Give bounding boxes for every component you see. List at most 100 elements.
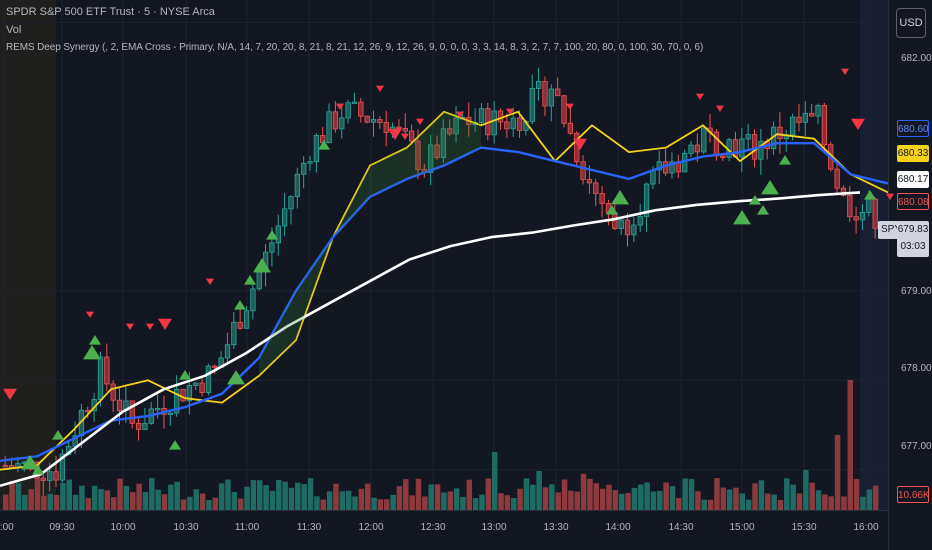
candle-body xyxy=(815,105,821,117)
candle-body xyxy=(586,179,593,184)
buy-signal-marker xyxy=(52,430,64,440)
candle-body xyxy=(402,128,408,132)
volume-bar xyxy=(523,478,530,510)
volume-bar xyxy=(606,484,612,510)
sell-signal-marker xyxy=(336,103,344,110)
x-tick-1200: 12:00 xyxy=(358,522,384,533)
buy-signal-marker xyxy=(266,230,278,240)
candle-body xyxy=(758,140,764,160)
volume-bar xyxy=(771,494,777,510)
candle-body xyxy=(250,288,256,312)
volume-bar xyxy=(85,498,92,510)
candle-body xyxy=(802,112,808,123)
sell-signal-marker xyxy=(401,133,409,140)
buy-signal-marker xyxy=(761,180,779,195)
candle-body xyxy=(72,435,78,447)
volume-bar xyxy=(663,482,669,510)
price-tag-red: 680.08 xyxy=(897,193,929,210)
candle-body xyxy=(669,161,675,174)
volume-bar xyxy=(460,496,466,510)
candle-body xyxy=(834,168,840,189)
volume-bar xyxy=(866,489,873,510)
volume-bar xyxy=(466,479,473,510)
volume-bar xyxy=(752,483,758,510)
candle-body xyxy=(243,310,250,329)
buy-signal-marker xyxy=(611,190,629,205)
candle-body xyxy=(212,365,218,368)
candle-body xyxy=(567,122,574,134)
candle-body xyxy=(377,119,383,123)
candle-body xyxy=(497,110,504,123)
candle-body xyxy=(205,365,212,394)
candle-body xyxy=(2,464,8,468)
candle-body xyxy=(643,183,650,217)
candle-body xyxy=(682,153,688,173)
volume-bar xyxy=(9,480,15,510)
volume-bar xyxy=(326,491,333,510)
candle-body xyxy=(237,321,243,329)
candle-body xyxy=(110,383,116,401)
volume-bar xyxy=(809,482,815,510)
volume-bar xyxy=(745,499,752,510)
volume-bar xyxy=(733,487,739,510)
candle-body xyxy=(59,453,66,481)
candle-body xyxy=(345,102,351,119)
volume-bar xyxy=(650,491,657,510)
candle-body xyxy=(478,108,485,123)
x-tick-1230: 12:30 xyxy=(420,522,446,533)
y-tick-678: 678.00 xyxy=(901,363,932,374)
candle-body xyxy=(135,422,142,430)
price-tag-yellow: 680.33 xyxy=(897,145,929,162)
volume-bar xyxy=(218,483,225,510)
volume-bar xyxy=(536,471,542,510)
volume-indicator-label[interactable]: Vol xyxy=(6,24,22,36)
price-tag-last: 680.17 xyxy=(897,171,929,188)
volume-bar xyxy=(34,478,41,510)
candle-body xyxy=(618,219,624,229)
volume-bar xyxy=(377,499,384,510)
volume-bar xyxy=(212,497,219,510)
volume-bar xyxy=(853,479,860,510)
volume-bar xyxy=(41,495,47,510)
sell-signal-marker xyxy=(158,318,172,330)
volume-bar xyxy=(301,484,307,510)
sell-signal-marker xyxy=(376,85,384,92)
buy-signal-marker xyxy=(21,455,39,470)
candle-body xyxy=(364,115,370,123)
sell-signal-marker xyxy=(146,323,154,330)
volume-bar xyxy=(593,483,600,510)
x-tick-1000: 10:00 xyxy=(110,522,136,533)
volume-bar xyxy=(479,494,485,510)
volume-bar xyxy=(739,493,746,510)
indicator-label[interactable]: REMS Deep Synergy (, 2, EMA Cross - Prim… xyxy=(6,42,704,53)
volume-bar xyxy=(149,478,155,510)
candle-body xyxy=(47,471,53,481)
candle-body xyxy=(694,144,701,153)
volume-bar xyxy=(231,492,238,510)
y-tick-682: 682.00 xyxy=(901,53,932,64)
currency-button[interactable]: USD xyxy=(896,8,926,38)
volume-bar xyxy=(517,488,523,510)
volume-bar xyxy=(98,489,104,510)
volume-bar xyxy=(682,478,688,510)
volume-bar xyxy=(669,486,676,510)
candle-body xyxy=(288,196,294,210)
close-price: 679.83 xyxy=(897,224,929,235)
volume-bar xyxy=(276,479,282,510)
candle-body xyxy=(612,212,618,229)
volume-bar xyxy=(263,485,269,510)
sell-signal-marker xyxy=(573,138,587,150)
candle-body xyxy=(745,134,751,140)
candle-body xyxy=(580,161,586,180)
volume-bar xyxy=(618,493,625,510)
x-tick-1500: 15:00 xyxy=(729,522,755,533)
candle-body xyxy=(510,117,516,130)
candle-body xyxy=(231,321,237,346)
volume-bar xyxy=(498,493,504,510)
volume-bar xyxy=(72,494,79,510)
buy-signal-marker xyxy=(318,140,330,150)
candle-body xyxy=(383,122,389,133)
x-tick-1330: 13:30 xyxy=(543,522,569,533)
symbol-title[interactable]: SPDR S&P 500 ETF Trust · 5 · NYSE Arca xyxy=(6,6,215,18)
